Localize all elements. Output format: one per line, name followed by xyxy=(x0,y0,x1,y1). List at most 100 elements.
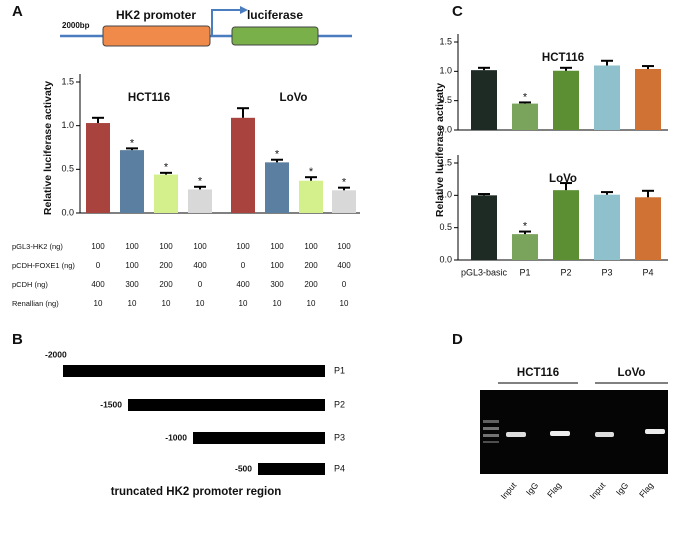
bar xyxy=(553,190,579,260)
tss-arrow xyxy=(211,9,240,36)
significance-mark: * xyxy=(275,149,280,161)
y-tick-label: 1.0 xyxy=(61,120,74,130)
bar xyxy=(231,117,255,213)
bar xyxy=(553,70,579,130)
table-cell: 100 xyxy=(91,242,105,251)
bar xyxy=(299,180,323,213)
table-cell: 200 xyxy=(159,261,173,270)
table-cell: 100 xyxy=(125,242,139,251)
arrow-head xyxy=(240,6,248,14)
bar xyxy=(594,65,620,130)
bar xyxy=(635,197,661,260)
y-axis-label: Relative luciferase activaty xyxy=(434,83,446,217)
fragment-name: P1 xyxy=(334,365,345,375)
row-label: pCDH (ng) xyxy=(12,280,48,289)
panel-label: B xyxy=(12,331,23,348)
fragment-name: P4 xyxy=(334,463,345,473)
table-cell: 100 xyxy=(236,242,250,251)
lane-label: Input xyxy=(498,480,518,501)
chart-title: LoVo xyxy=(549,173,577,185)
y-tick-label: 0.0 xyxy=(439,124,452,134)
reporter-label: luciferase xyxy=(247,8,303,22)
y-tick-label: 1.5 xyxy=(439,157,452,167)
fragment-start: -1500 xyxy=(100,399,122,409)
table-cell: 100 xyxy=(304,242,318,251)
table-cell: 400 xyxy=(337,261,351,270)
panel-label: C xyxy=(452,3,463,20)
panel-label: D xyxy=(452,331,463,348)
promoter-fragment xyxy=(193,432,325,444)
table-cell: 200 xyxy=(304,280,318,289)
bar xyxy=(154,174,178,213)
table-cell: 100 xyxy=(270,261,284,270)
significance-mark: * xyxy=(523,220,528,232)
table-cell: 0 xyxy=(198,280,203,289)
bar xyxy=(594,194,620,260)
bar xyxy=(635,68,661,130)
table-cell: 100 xyxy=(193,242,207,251)
table-cell: 100 xyxy=(270,242,284,251)
bar xyxy=(120,150,144,213)
table-cell: 10 xyxy=(162,299,171,308)
bar xyxy=(512,234,538,260)
y-tick-label: 0.0 xyxy=(439,254,452,264)
x-tick-label: P3 xyxy=(601,267,612,277)
fragment-start: -1000 xyxy=(165,432,187,442)
bar xyxy=(86,123,110,213)
fragment-start: -2000 xyxy=(45,349,67,359)
bar xyxy=(265,162,289,213)
table-cell: 100 xyxy=(159,242,173,251)
lane-label: Flag xyxy=(545,480,563,499)
y-tick-label: 0.5 xyxy=(61,164,74,174)
promoter-fragment xyxy=(63,365,325,377)
fragment-start: -500 xyxy=(235,463,252,473)
significance-mark: * xyxy=(198,176,203,188)
table-cell: 400 xyxy=(193,261,207,270)
x-tick-label: P1 xyxy=(519,267,530,277)
table-cell: 10 xyxy=(128,299,137,308)
row-label: pGL3-HK2 (ng) xyxy=(12,242,63,251)
promoter-fragment xyxy=(128,399,325,411)
y-axis-label: Relative luciferase activaty xyxy=(42,81,54,215)
lane-label: IgG xyxy=(614,480,630,497)
table-cell: 10 xyxy=(94,299,103,308)
promoter-box xyxy=(102,25,211,47)
gel-bands xyxy=(483,420,665,443)
table-cell: 0 xyxy=(241,261,246,270)
table-cell: 100 xyxy=(337,242,351,251)
bar xyxy=(332,190,356,213)
y-tick-label: 1.5 xyxy=(439,36,452,46)
y-tick-label: 0.5 xyxy=(439,222,452,232)
luciferase-box xyxy=(231,26,319,46)
y-tick-label: 1.0 xyxy=(439,190,452,200)
table-cell: 400 xyxy=(236,280,250,289)
y-tick-label: 1.5 xyxy=(61,76,74,86)
significance-mark: * xyxy=(164,162,169,174)
row-label: pCDH-FOXE1 (ng) xyxy=(12,261,75,270)
significance-mark: * xyxy=(523,91,528,103)
table-cell: 300 xyxy=(270,280,284,289)
fragment-name: P3 xyxy=(334,432,345,442)
group-title: LoVo xyxy=(280,92,308,104)
bar xyxy=(471,70,497,130)
x-tick-label: P2 xyxy=(560,267,571,277)
lane-label: Flag xyxy=(637,480,655,499)
table-cell: 200 xyxy=(159,280,173,289)
fragment-name: P2 xyxy=(334,399,345,409)
table-cell: 100 xyxy=(125,261,139,270)
gel-group: LoVo xyxy=(618,367,646,379)
table-cell: 0 xyxy=(342,280,347,289)
x-tick-label: P4 xyxy=(642,267,653,277)
bar xyxy=(471,195,497,260)
y-tick-label: 0.0 xyxy=(61,207,74,217)
y-tick-label: 0.5 xyxy=(439,95,452,105)
panel-label: A xyxy=(12,3,23,20)
table-cell: 300 xyxy=(125,280,139,289)
start-label: 2000bp xyxy=(62,21,90,30)
table-cell: 200 xyxy=(304,261,318,270)
lane-label: Input xyxy=(587,480,607,501)
table-cell: 10 xyxy=(307,299,316,308)
promoter-fragment xyxy=(258,463,325,475)
table-cell: 400 xyxy=(91,280,105,289)
